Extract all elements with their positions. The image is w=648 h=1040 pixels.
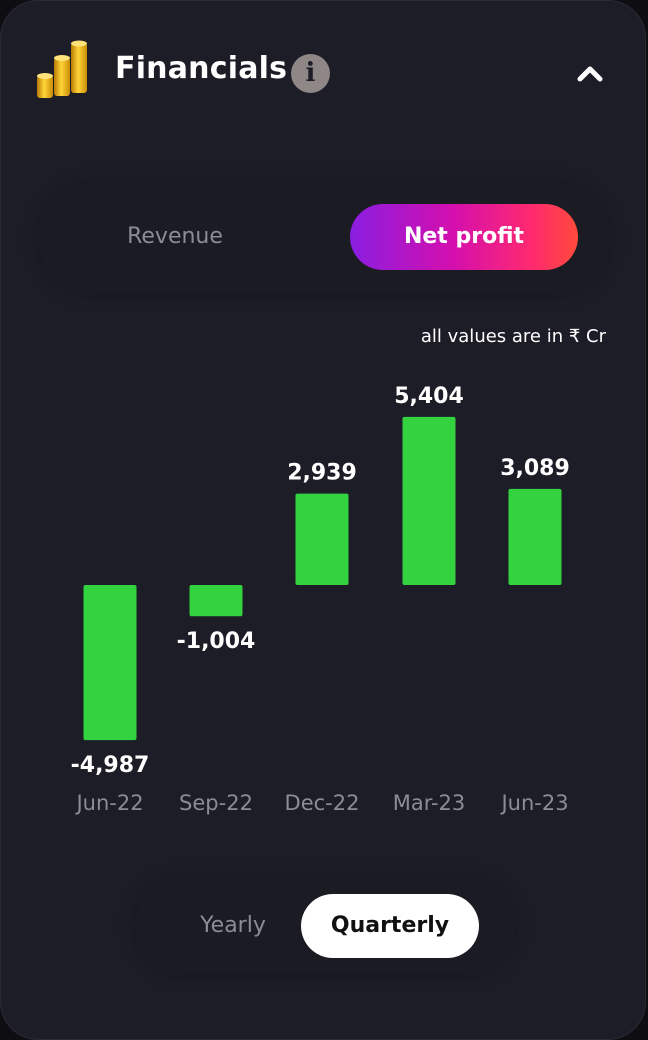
data-label: -4,987 — [71, 753, 150, 778]
bar-Mar-23[interactable] — [402, 416, 456, 585]
tab-net-profit[interactable]: Net profit — [350, 204, 578, 270]
data-label: 5,404 — [394, 384, 464, 409]
data-label: -1,004 — [177, 629, 256, 654]
tab-revenue[interactable]: Revenue — [127, 224, 223, 249]
bar-Jun-23[interactable] — [508, 488, 562, 585]
x-tick-label: Jun-23 — [499, 791, 568, 815]
gold-coins-stack-icon — [37, 40, 87, 98]
bar-Dec-22[interactable] — [295, 493, 349, 585]
x-tick-label: Sep-22 — [179, 791, 253, 815]
x-tick-label: Mar-23 — [393, 791, 466, 815]
tab-quarterly[interactable]: Quarterly — [301, 894, 479, 958]
data-label: 2,939 — [287, 461, 357, 486]
chevron-up-icon[interactable] — [574, 60, 606, 86]
bar-Jun-22[interactable] — [83, 585, 137, 741]
bar-Sep-22[interactable] — [189, 585, 243, 617]
x-tick-label: Jun-22 — [74, 791, 143, 815]
section-title: Financials — [115, 51, 288, 86]
units-note: all values are in ₹ Cr — [420, 326, 606, 347]
x-tick-label: Dec-22 — [285, 791, 360, 815]
tab-yearly[interactable]: Yearly — [200, 913, 266, 938]
info-icon[interactable]: i — [291, 54, 330, 93]
data-label: 3,089 — [500, 456, 570, 481]
